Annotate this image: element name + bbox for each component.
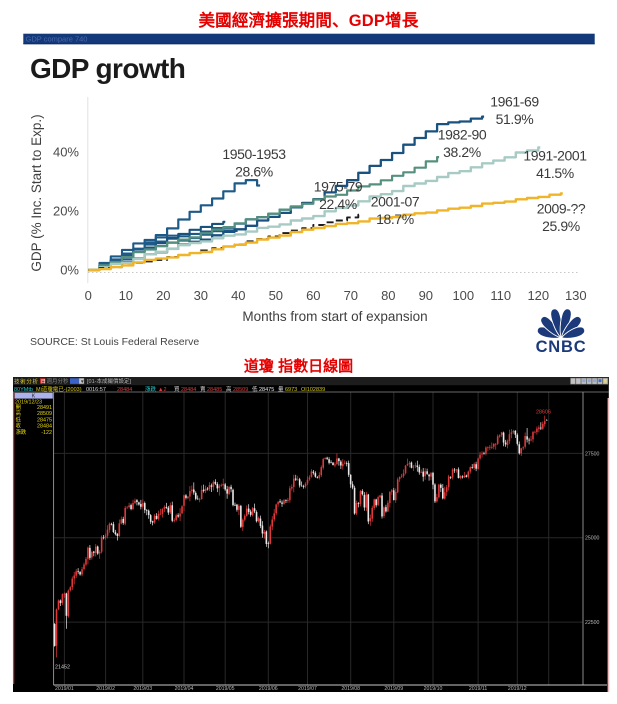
svg-text:漲跌: 漲跌 (145, 385, 157, 393)
svg-text:120: 120 (527, 288, 549, 303)
svg-text:18.7%: 18.7% (376, 211, 414, 227)
svg-text:開: 開 (16, 404, 21, 411)
svg-text:GDP (% Inc. Start to Exp.): GDP (% Inc. Start to Exp.) (29, 114, 44, 271)
svg-text:收: 收 (16, 422, 22, 430)
svg-text:50: 50 (269, 288, 283, 303)
svg-text:0016:57: 0016:57 (86, 387, 106, 393)
svg-text:130: 130 (565, 288, 587, 303)
svg-text:80YMtb: 80YMtb (14, 387, 33, 393)
svg-text:25.9%: 25.9% (542, 218, 580, 234)
svg-text:低: 低 (16, 415, 22, 423)
svg-text:2019/06: 2019/06 (259, 686, 278, 692)
svg-text:▲2: ▲2 (158, 387, 167, 393)
svg-text:40: 40 (231, 288, 245, 303)
svg-text:2019/07: 2019/07 (298, 686, 317, 692)
svg-text:0%: 0% (60, 263, 79, 278)
svg-text:2009-??: 2009-?? (537, 201, 586, 217)
svg-text:6973: 6973 (285, 387, 297, 393)
svg-text:-122: -122 (41, 430, 52, 436)
svg-text:2019/05: 2019/05 (216, 686, 235, 692)
svg-text:CNBC: CNBC (536, 338, 587, 356)
svg-text:28.6%: 28.6% (235, 164, 273, 180)
svg-text:Mi道瓊電已-(2003): Mi道瓊電已-(2003) (36, 385, 82, 393)
svg-text:28491: 28491 (37, 405, 52, 411)
svg-text:30: 30 (194, 288, 208, 303)
svg-text:110: 110 (490, 288, 511, 303)
svg-text:28606: 28606 (536, 409, 551, 415)
svg-text:60: 60 (306, 288, 320, 303)
svg-text:低: 低 (252, 385, 258, 393)
svg-text:40%: 40% (53, 144, 79, 159)
svg-text:100: 100 (452, 288, 474, 303)
svg-text:2019/08: 2019/08 (341, 686, 360, 692)
svg-text:38.2%: 38.2% (443, 144, 481, 160)
svg-text:Months from start of expansion: Months from start of expansion (242, 309, 427, 324)
svg-text:80: 80 (381, 288, 395, 303)
svg-text:41.5%: 41.5% (536, 165, 574, 181)
svg-text:28484: 28484 (37, 424, 52, 430)
svg-text:20: 20 (156, 288, 170, 303)
svg-text:22500: 22500 (585, 620, 600, 626)
svg-text:2019/10: 2019/10 (424, 686, 443, 692)
svg-text:2019/04: 2019/04 (175, 686, 194, 692)
svg-text:70: 70 (344, 288, 358, 303)
svg-text:28509: 28509 (233, 387, 248, 393)
svg-text:2001-07: 2001-07 (371, 194, 420, 210)
svg-text:20%: 20% (53, 203, 79, 218)
svg-text:90: 90 (419, 288, 433, 303)
svg-text:量: 量 (278, 386, 284, 393)
svg-text:2019/11: 2019/11 (469, 686, 487, 692)
svg-text:2019/09: 2019/09 (384, 686, 403, 692)
svg-text:高: 高 (16, 409, 22, 417)
svg-text:SOURCE: St Louis Federal Reser: SOURCE: St Louis Federal Reserve (30, 336, 199, 348)
svg-text:10: 10 (119, 288, 133, 303)
svg-text:K: K (32, 394, 36, 400)
svg-text:28509: 28509 (37, 411, 52, 417)
svg-text:27500: 27500 (585, 451, 600, 457)
svg-text:OI102839: OI102839 (301, 387, 325, 393)
svg-text:28485: 28485 (207, 387, 222, 393)
svg-text:2019/12/23: 2019/12/23 (15, 400, 42, 406)
svg-text:22.4%: 22.4% (319, 196, 357, 212)
svg-text:1950-1953: 1950-1953 (222, 146, 286, 162)
svg-text:2019/01: 2019/01 (55, 686, 74, 692)
svg-text:1982-90: 1982-90 (438, 127, 487, 143)
svg-text:漲跌: 漲跌 (16, 428, 27, 436)
svg-text:2019/02: 2019/02 (96, 686, 115, 692)
svg-text:28484: 28484 (117, 387, 132, 393)
svg-text:買: 買 (174, 386, 180, 393)
svg-text:GDP compare 740: GDP compare 740 (26, 35, 88, 44)
svg-text:1975-79: 1975-79 (314, 179, 363, 195)
svg-text:28484: 28484 (181, 387, 196, 393)
svg-text:高: 高 (226, 385, 232, 393)
svg-text:1961-69: 1961-69 (490, 94, 539, 110)
svg-text:1991-2001: 1991-2001 (523, 148, 587, 164)
svg-text:21452: 21452 (55, 665, 70, 671)
svg-text:51.9%: 51.9% (496, 111, 534, 127)
svg-text:週月分秒: 週月分秒 (47, 377, 69, 385)
svg-text:技術分析: 技術分析 (14, 377, 38, 385)
svg-text:[01-本成撮價設定]: [01-本成撮價設定] (87, 377, 131, 385)
svg-text:28475: 28475 (37, 417, 52, 423)
svg-text:▼: ▼ (80, 379, 84, 384)
svg-text:0: 0 (85, 288, 92, 303)
svg-text:25000: 25000 (585, 536, 600, 542)
svg-text:日: 日 (41, 379, 46, 385)
svg-text:2019/03: 2019/03 (133, 686, 152, 692)
svg-text:2019/12: 2019/12 (508, 686, 527, 692)
svg-text:賣: 賣 (200, 385, 206, 393)
svg-text:28475: 28475 (259, 387, 274, 393)
svg-text:GDP growth: GDP growth (30, 53, 185, 84)
